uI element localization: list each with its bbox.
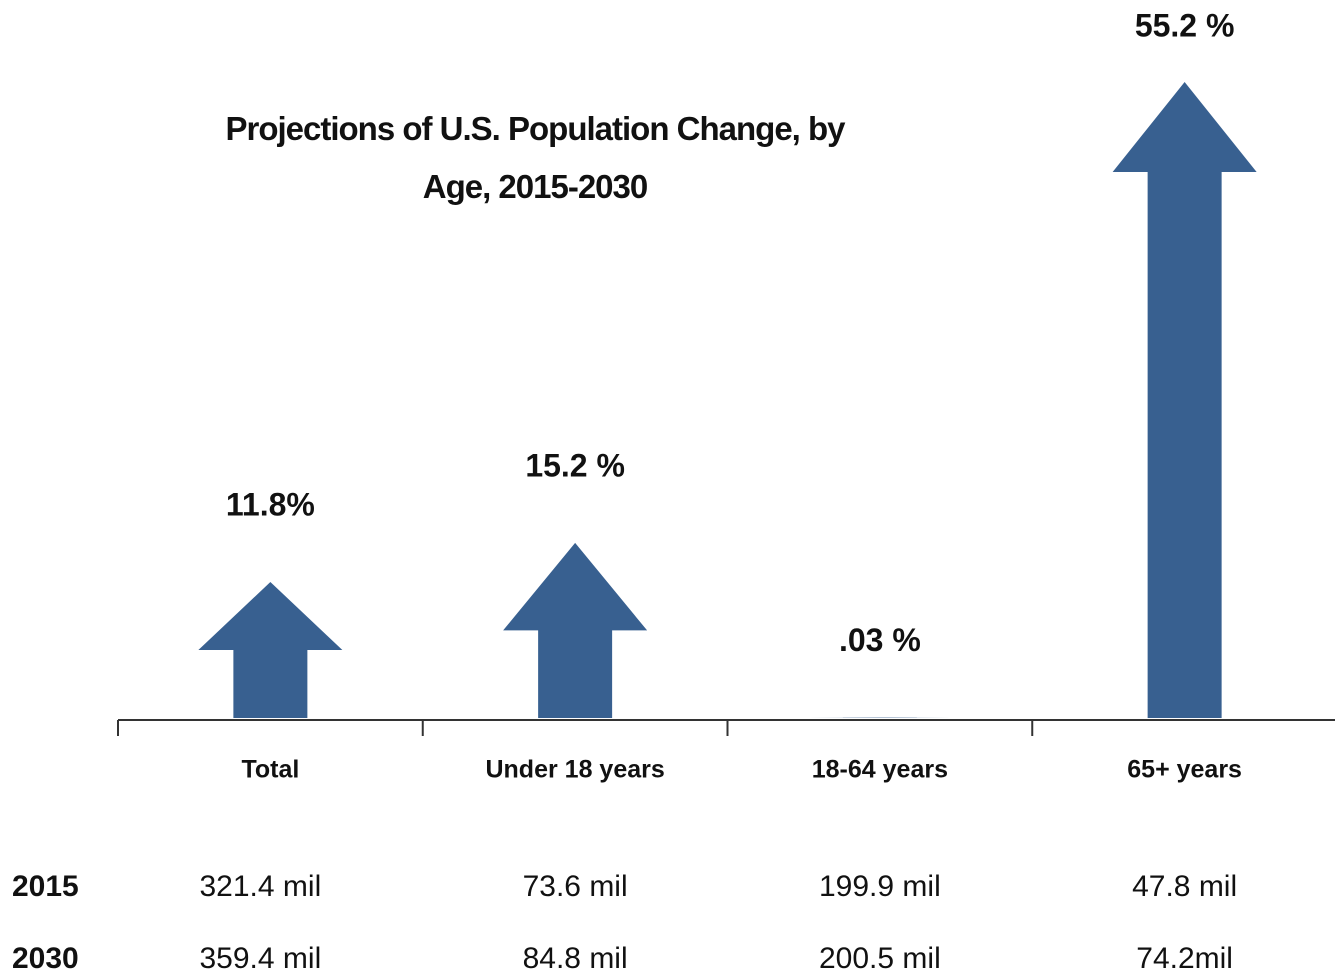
- arrow: [1112, 82, 1257, 718]
- x-tick-label: Under 18 years: [485, 756, 664, 784]
- table-cell: 199.9 mil: [819, 870, 941, 903]
- table-cell: 74.2mil: [1136, 942, 1233, 975]
- table-cell: 200.5 mil: [819, 942, 941, 975]
- x-tick-label: Total: [241, 756, 299, 784]
- table-cell: 47.8 mil: [1132, 870, 1237, 903]
- row-label: 2030: [12, 942, 79, 975]
- table-cell: 73.6 mil: [523, 870, 628, 903]
- table-cell: 359.4 mil: [200, 942, 322, 975]
- table-cell: 84.8 mil: [523, 942, 628, 975]
- value-label: 55.2 %: [1135, 7, 1235, 43]
- arrow: [198, 582, 343, 718]
- value-label: .03 %: [839, 622, 921, 658]
- x-tick-label: 18-64 years: [812, 756, 948, 784]
- arrow: [503, 542, 648, 718]
- x-tick-label: 65+ years: [1127, 756, 1242, 784]
- chart-title: Projections of U.S. Population Change, b…: [225, 110, 845, 205]
- table-cell: 321.4 mil: [200, 870, 322, 903]
- value-label: 11.8%: [226, 486, 315, 522]
- value-label: 15.2 %: [525, 447, 625, 483]
- row-label: 2015: [12, 870, 79, 903]
